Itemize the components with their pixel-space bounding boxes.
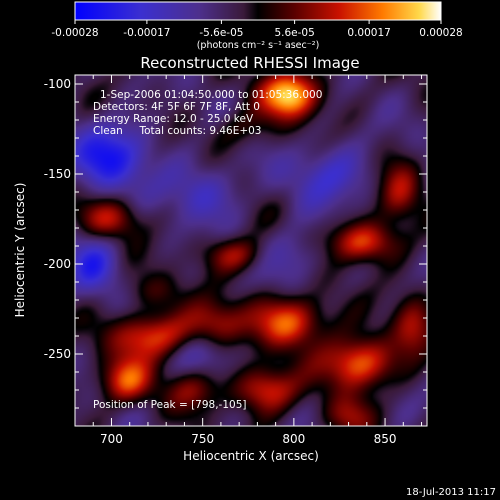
y-tick-label: -250 [44, 347, 71, 361]
heatmap-image [75, 75, 427, 426]
x-tick-label: 700 [100, 432, 123, 446]
colorbar-tick-label: -0.00028 [51, 27, 98, 39]
y-axis: -100 -150 -200 -250 [44, 77, 427, 427]
plot-area: 700 750 800 850 -100 -150 -200 -250 [44, 74, 428, 446]
y-tick-label: -100 [44, 77, 71, 91]
y-tick-label: -150 [44, 167, 71, 181]
annotation-time-range: 1-Sep-2006 01:04:50.000 to 01:05:36.000 [100, 89, 322, 101]
x-axis-label: Heliocentric X (arcsec) [183, 449, 319, 463]
y-tick-label: -200 [44, 257, 71, 271]
colorbar-unit-label: (photons cm⁻² s⁻¹ asec⁻²) [197, 40, 320, 51]
y-axis-label: Heliocentric Y (arcsec) [13, 183, 27, 318]
annotation-peak: Position of Peak = [798,-105] [93, 399, 247, 411]
annotation-algorithm: Clean Total counts: 9.46E+03 [93, 125, 262, 137]
x-tick-label: 800 [282, 432, 305, 446]
colorbar-tick-label: 0.00028 [419, 27, 462, 39]
colorbar-tick-label: 5.6e-05 [274, 27, 314, 39]
colorbar-tick-label: 0.00017 [347, 27, 390, 39]
info-annotations: 1-Sep-2006 01:04:50.000 to 01:05:36.000 … [93, 89, 322, 411]
colorbar: -0.00028 -0.00017 -5.6e-05 5.6e-05 0.00017 0.… [51, 1, 463, 51]
footer-timestamp: 18-Jul-2013 11:17 [406, 487, 496, 498]
colorbar-tick-label: -0.00017 [123, 27, 170, 39]
plot-frame [74, 74, 428, 427]
x-tick-label: 850 [374, 432, 397, 446]
annotation-energy-range: Energy Range: 12.0 - 25.0 keV [93, 113, 254, 125]
x-tick-label: 750 [191, 432, 214, 446]
x-axis: 700 750 800 850 [92, 75, 423, 446]
chart-title: Reconstructed RHESSI Image [140, 54, 359, 72]
colorbar-tick-label: -5.6e-05 [199, 27, 243, 39]
colorbar-gradient [74, 1, 442, 21]
annotation-detectors: Detectors: 4F 5F 6F 7F 8F, Att 0 [93, 101, 260, 113]
